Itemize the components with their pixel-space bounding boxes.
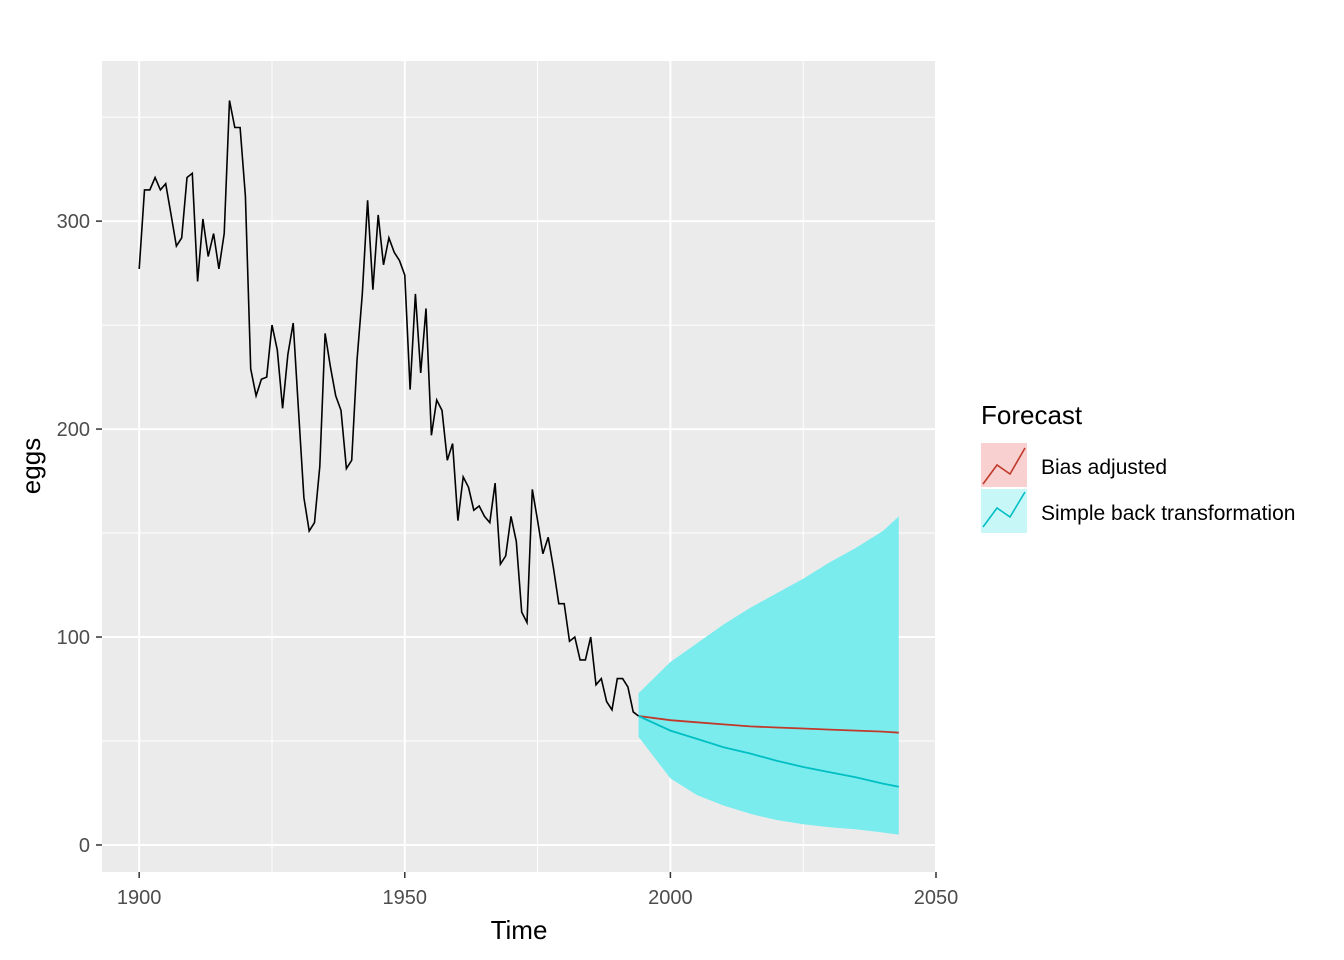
y-tick-label: 100	[57, 627, 90, 649]
legend-label-simple-back-transformation: Simple back transformation	[1041, 502, 1295, 525]
y-tick-label: 300	[57, 211, 90, 233]
x-tick-label: 2050	[914, 887, 959, 909]
legend-key-bias-adjusted-line	[982, 447, 1026, 485]
forecast-interval-band	[638, 516, 899, 835]
legend: Forecast Bias adjusted Simple back trans…	[981, 400, 1295, 533]
x-tick-label: 1950	[383, 887, 428, 909]
y-tick-label: 200	[57, 419, 90, 441]
legend-key-simple-back-transformation-line	[982, 491, 1026, 528]
x-tick-label: 2000	[648, 887, 693, 909]
legend-label-bias-adjusted: Bias adjusted	[1041, 456, 1167, 479]
axes: 1900 1950 2000 2050 0 100 200 300	[57, 211, 959, 909]
legend-key-simple-back-transformation	[981, 489, 1027, 533]
history-series-line	[138, 100, 639, 717]
y-tick-label: 0	[79, 835, 90, 857]
legend-title: Forecast	[981, 400, 1083, 430]
forecast-line-bias-adjusted	[638, 715, 899, 734]
x-tick-label: 1900	[117, 887, 162, 909]
legend-key-bias-adjusted	[981, 443, 1027, 487]
y-axis-title: eggs	[16, 438, 46, 494]
forecast-line-simple-back-transformation	[638, 715, 899, 788]
x-axis-title: Time	[491, 915, 548, 945]
forecast-series-lines	[638, 715, 899, 788]
